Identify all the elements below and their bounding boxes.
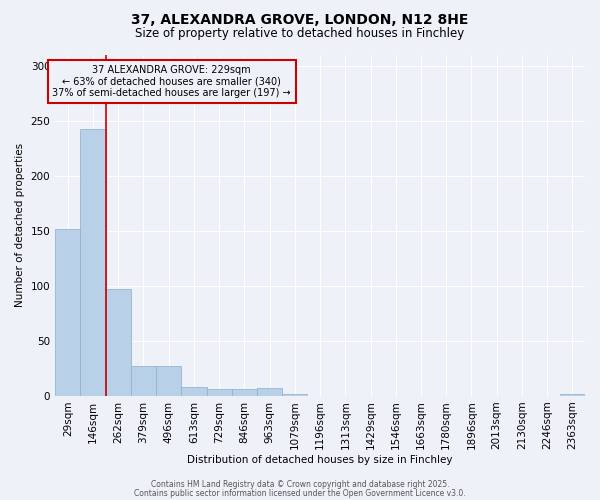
Bar xyxy=(282,394,307,396)
Bar xyxy=(206,389,232,396)
Text: Contains HM Land Registry data © Crown copyright and database right 2025.: Contains HM Land Registry data © Crown c… xyxy=(151,480,449,489)
Bar xyxy=(257,388,282,396)
Bar xyxy=(131,366,156,396)
Bar xyxy=(156,366,181,396)
Bar xyxy=(181,387,206,396)
Bar xyxy=(232,389,257,396)
Y-axis label: Number of detached properties: Number of detached properties xyxy=(15,144,25,308)
Bar xyxy=(560,394,585,396)
Text: Size of property relative to detached houses in Finchley: Size of property relative to detached ho… xyxy=(136,28,464,40)
Bar xyxy=(80,128,106,396)
Text: 37 ALEXANDRA GROVE: 229sqm
← 63% of detached houses are smaller (340)
37% of sem: 37 ALEXANDRA GROVE: 229sqm ← 63% of deta… xyxy=(52,65,291,98)
X-axis label: Distribution of detached houses by size in Finchley: Distribution of detached houses by size … xyxy=(187,455,453,465)
Bar xyxy=(106,289,131,396)
Text: Contains public sector information licensed under the Open Government Licence v3: Contains public sector information licen… xyxy=(134,488,466,498)
Bar xyxy=(55,228,80,396)
Text: 37, ALEXANDRA GROVE, LONDON, N12 8HE: 37, ALEXANDRA GROVE, LONDON, N12 8HE xyxy=(131,12,469,26)
